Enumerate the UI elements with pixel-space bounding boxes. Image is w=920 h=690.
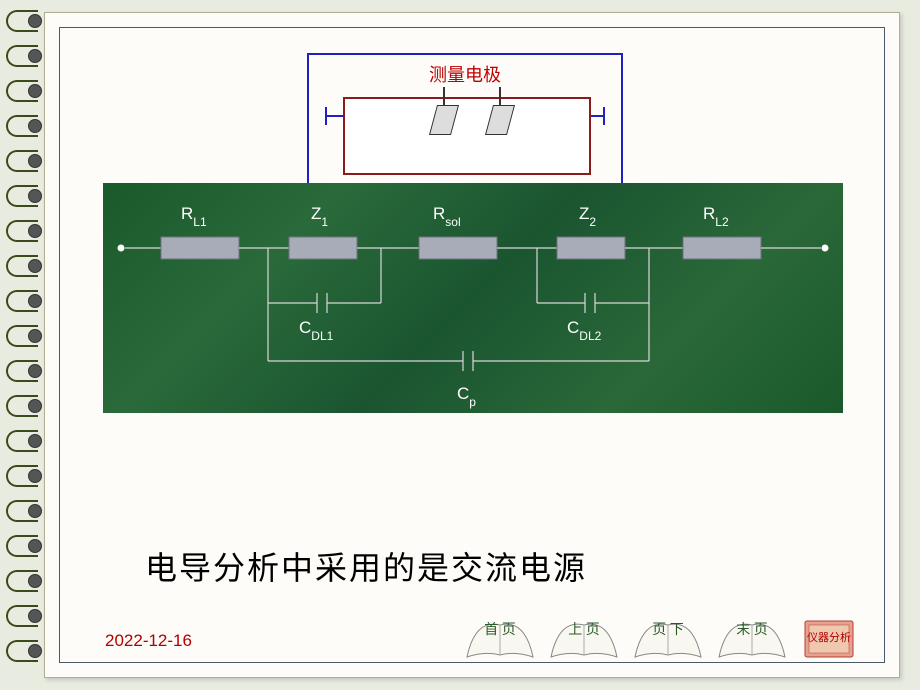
label-CDL1: CDL1 <box>299 318 334 343</box>
nav-next-button[interactable]: 页 下 <box>633 617 703 661</box>
nav-analysis-button[interactable]: 仪器分析 <box>801 617 857 661</box>
equivalent-circuit: RL1 Z1 Rsol Z2 RL2 <box>103 183 843 413</box>
spiral-binding <box>0 0 48 690</box>
label-Z2: Z2 <box>579 204 596 229</box>
electrode-diagram: 测量电极 <box>307 53 623 193</box>
nav-bar: 首 页 上 页 页 下 末 页 仪器分析 <box>465 617 857 661</box>
label-Rsol: Rsol <box>433 204 461 229</box>
slide-page: 测量电极 RL1 Z1 <box>44 12 900 678</box>
nav-prev-button[interactable]: 上 页 <box>549 617 619 661</box>
slide-date: 2022-12-16 <box>105 631 192 651</box>
label-RL1: RL1 <box>181 204 207 229</box>
electrode-cell <box>343 97 591 175</box>
label-RL2: RL2 <box>703 204 729 229</box>
label-CDL2: CDL2 <box>567 318 602 343</box>
electrode-plate-right <box>485 105 515 135</box>
label-Z1: Z1 <box>311 204 328 229</box>
electrode-label: 测量电极 <box>309 61 621 87</box>
main-statement: 电导分析中采用的是交流电源 <box>145 543 587 589</box>
nav-last-button[interactable]: 末 页 <box>717 617 787 661</box>
nav-first-button[interactable]: 首 页 <box>465 617 535 661</box>
label-Cp: Cp <box>457 384 476 409</box>
electrode-plate-left <box>429 105 459 135</box>
